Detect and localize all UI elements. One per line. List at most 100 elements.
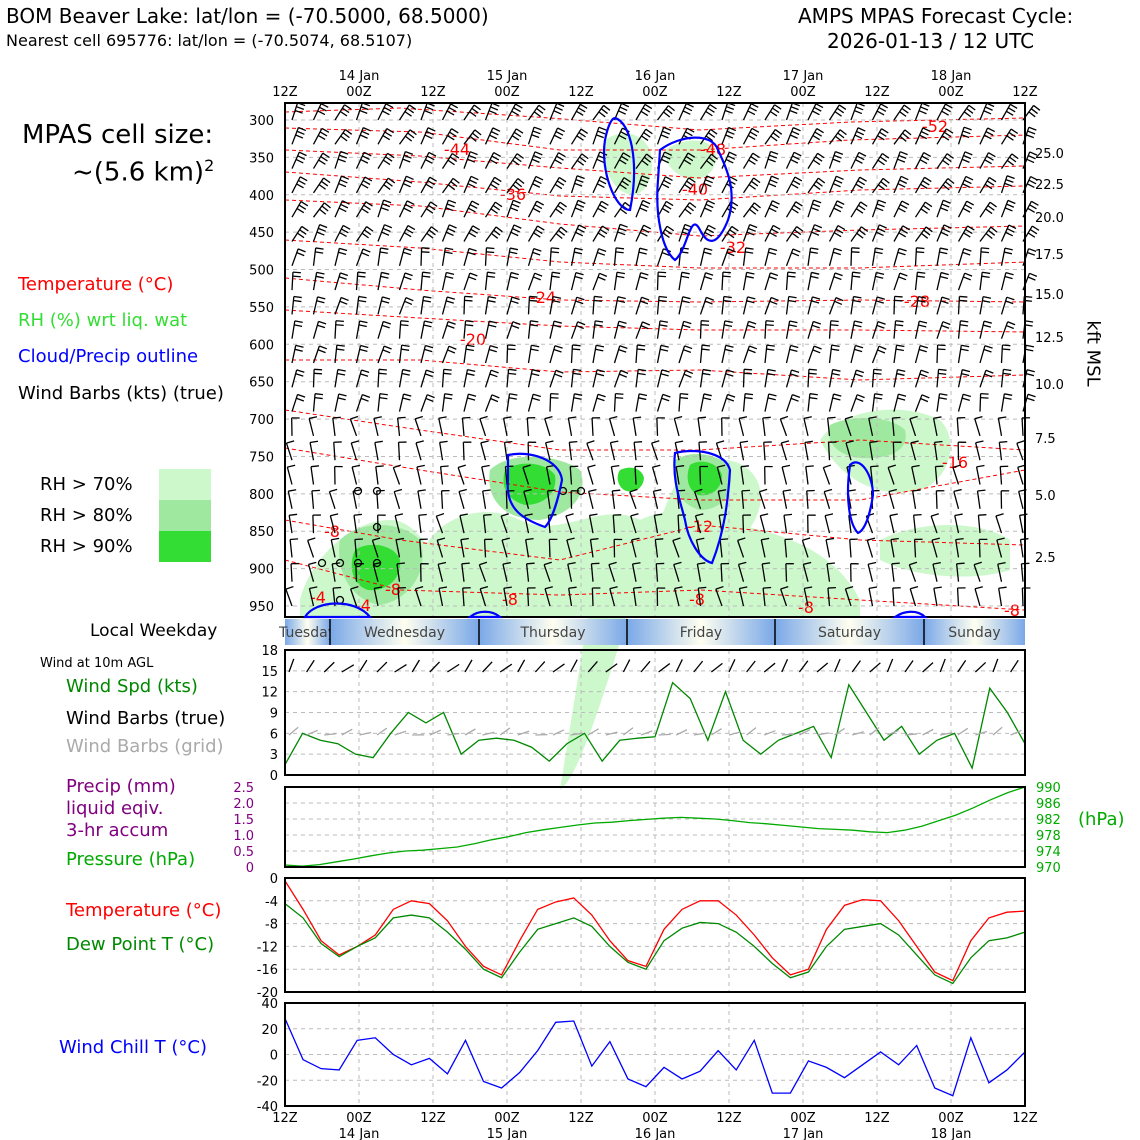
wind-barb xyxy=(482,515,487,534)
wind-barb-flag xyxy=(917,271,926,274)
wind-barb-flag xyxy=(752,152,760,159)
wind-barb-flag xyxy=(724,324,733,327)
wind-barb xyxy=(785,176,796,194)
wind-barb-flag xyxy=(556,155,564,161)
wind-barb-flag xyxy=(855,183,864,189)
wind-barb-flag xyxy=(704,276,713,280)
sfc-wind-barb xyxy=(974,661,987,673)
wind-barb-flag xyxy=(792,102,801,107)
wind-barb xyxy=(570,200,579,218)
wind-barb-flag xyxy=(817,177,826,184)
wind-barb-flag xyxy=(968,104,976,111)
calm-circle xyxy=(353,558,363,568)
weekday-label: Friday xyxy=(680,625,722,641)
wind-barb-flag xyxy=(737,537,746,542)
wind-barb xyxy=(592,369,598,388)
wind-barb-flag xyxy=(790,183,799,189)
wind-barb-flag xyxy=(554,106,563,111)
wind-barb-flag xyxy=(425,106,434,111)
wind-barb-flag xyxy=(867,537,876,541)
wind-barb xyxy=(398,200,408,218)
wind-barb xyxy=(1022,176,1032,194)
wind-barb xyxy=(588,515,594,534)
wind10m-label: Wind at 10m AGL xyxy=(40,656,154,671)
wind-barb-flag xyxy=(814,224,823,229)
wind-barb-flag xyxy=(618,348,627,353)
wind-barb-flag xyxy=(301,225,309,232)
grid-wind-barb xyxy=(552,729,565,736)
wind-barb-flag xyxy=(664,229,672,235)
wind-barb-flag xyxy=(576,296,585,301)
weekday-label: Saturday xyxy=(818,625,881,641)
wind-barb-flag xyxy=(982,271,991,275)
wind-barb xyxy=(721,320,726,339)
pressure-tick: 800 xyxy=(249,488,274,503)
wind-barb-flag xyxy=(344,129,353,135)
wind-barb xyxy=(914,152,925,169)
wind-barb xyxy=(506,321,514,339)
wind-barb-flag xyxy=(834,300,843,306)
wind-barb-flag xyxy=(787,271,796,274)
wind-barb xyxy=(721,102,729,121)
wind-barb xyxy=(311,490,315,509)
wind-barb xyxy=(526,417,530,436)
wind-barb-flag xyxy=(596,134,604,139)
wind-barb-flag xyxy=(400,320,409,323)
wind-barb-flag xyxy=(372,537,381,541)
wind-barb xyxy=(463,393,469,412)
wind-barb-flag xyxy=(445,275,454,279)
wind-barb-flag xyxy=(1028,248,1037,252)
wind-barb xyxy=(678,345,686,364)
wind-barb-flag xyxy=(763,586,772,589)
wind-barb-flag xyxy=(352,464,361,468)
wind-barb-flag xyxy=(729,229,737,235)
wind-barb-flag xyxy=(705,110,713,117)
wind-barb-flag xyxy=(338,207,347,213)
wind-barb-flag xyxy=(516,153,524,159)
wind-barb xyxy=(1021,587,1024,607)
wind-barb-flag xyxy=(531,344,540,348)
wind-barb xyxy=(914,394,923,412)
wind-barb-flag xyxy=(315,275,324,279)
wind-barb-flag xyxy=(428,204,436,211)
wind-barb-flag xyxy=(406,107,415,114)
wind-barb xyxy=(608,418,616,437)
wind-barb-flag xyxy=(1027,130,1036,135)
wind-barb-flag xyxy=(479,415,488,420)
wind-barb-flag xyxy=(837,225,846,231)
wind-barb xyxy=(592,225,603,242)
wind-barb xyxy=(936,344,939,364)
y-tick: 9 xyxy=(270,707,278,722)
sfc-wind-barb xyxy=(992,658,999,673)
wind-barb-flag xyxy=(854,109,863,115)
wind-barb xyxy=(781,466,788,485)
wind-barb-flag xyxy=(837,132,845,139)
wind-barb xyxy=(764,393,770,412)
wind-barb-flag xyxy=(717,464,726,468)
pressure-tick: 300 xyxy=(249,114,274,129)
wind-barb-flag xyxy=(470,228,478,234)
wind-barb-flag xyxy=(1007,321,1016,326)
wind-barb-flag xyxy=(834,272,843,277)
sfc-wind-barb xyxy=(482,661,493,673)
wind-barb-flag xyxy=(815,156,823,162)
wind-barb xyxy=(439,442,444,461)
wind-barb-flag xyxy=(342,132,350,139)
wind-barb-flag xyxy=(382,134,391,141)
wind-barb xyxy=(549,247,552,266)
wind-barb xyxy=(850,272,854,291)
wind-barb-flag xyxy=(555,369,564,374)
wind-barb xyxy=(1022,394,1029,412)
wind-barb xyxy=(656,176,666,194)
wind-barb xyxy=(975,466,981,485)
wind-barb-flag xyxy=(877,320,886,325)
wind-barb-flag xyxy=(575,300,584,305)
wind-barb xyxy=(825,539,831,558)
wind-barb xyxy=(420,345,426,364)
wind-barb-flag xyxy=(945,128,954,134)
wind-barb xyxy=(591,587,594,607)
wind-barb xyxy=(609,588,616,607)
wind-barb-flag xyxy=(1026,134,1034,139)
wind-barb-flag xyxy=(502,561,511,565)
wind-barb xyxy=(377,177,389,194)
